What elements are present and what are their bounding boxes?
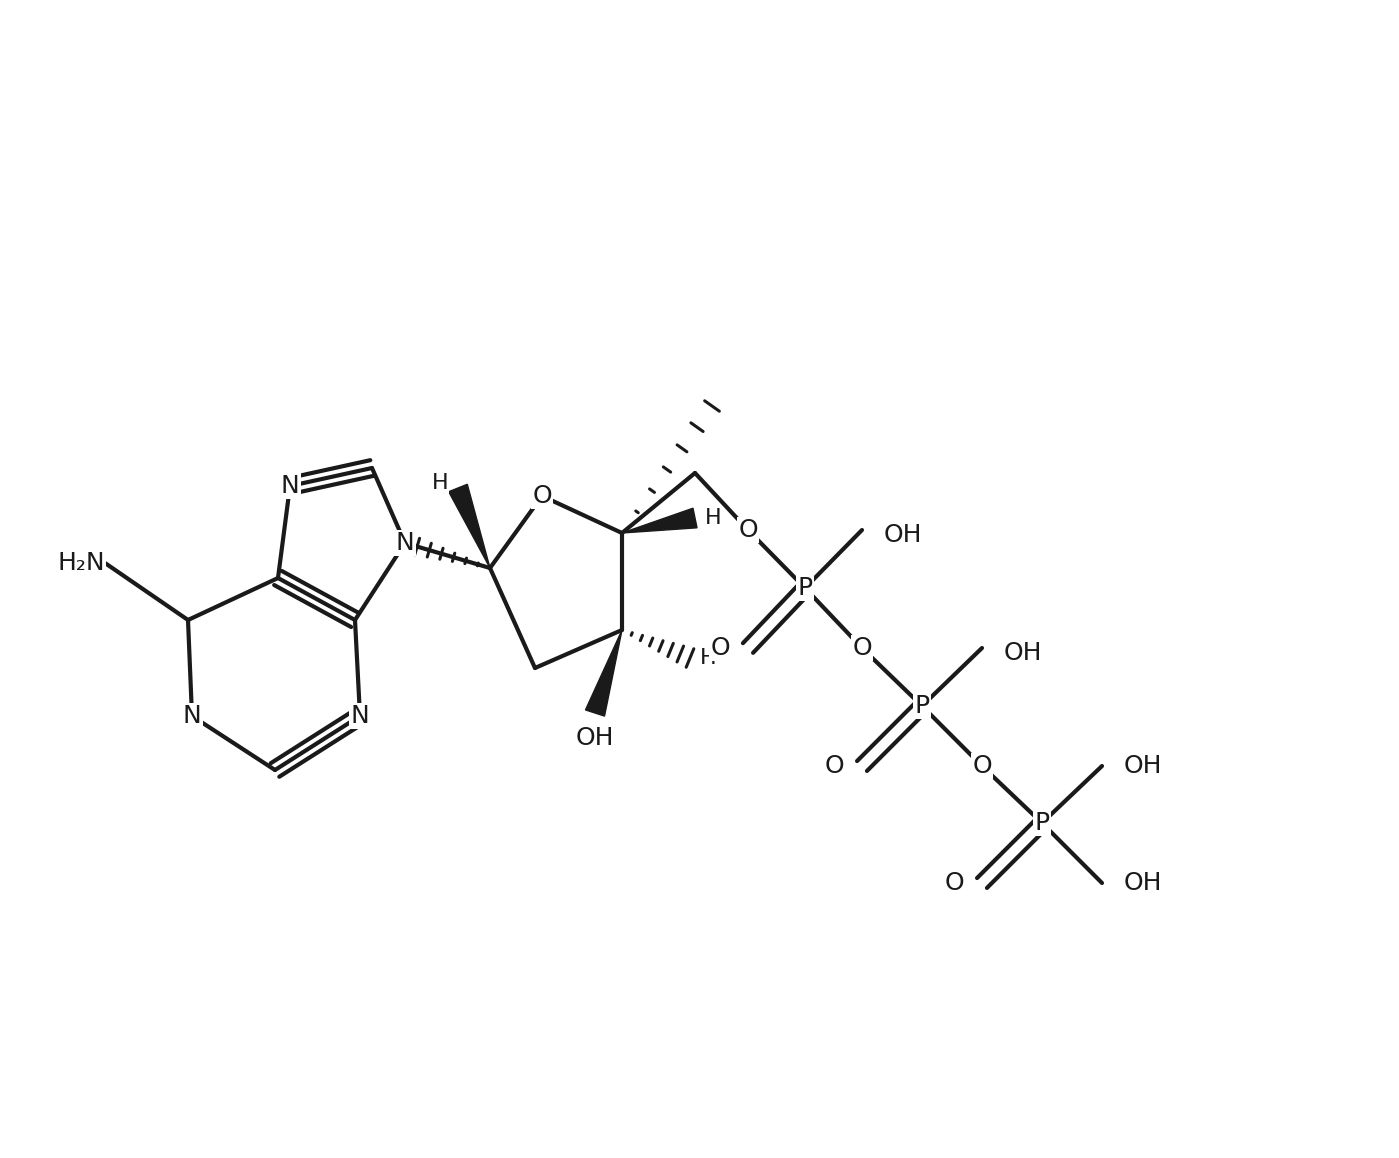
Text: OH: OH	[576, 726, 614, 750]
Text: OH: OH	[1004, 642, 1042, 665]
Text: OH: OH	[1123, 871, 1163, 895]
Polygon shape	[623, 508, 697, 533]
Text: N: N	[396, 532, 414, 555]
Text: O: O	[852, 636, 872, 660]
Text: H: H	[700, 648, 716, 668]
Polygon shape	[449, 484, 490, 569]
Text: H₂N: H₂N	[57, 551, 105, 576]
Text: OH: OH	[884, 523, 922, 547]
Text: OH: OH	[1123, 754, 1163, 778]
Text: O: O	[944, 871, 964, 895]
Text: P: P	[1034, 811, 1049, 835]
Text: P: P	[797, 576, 813, 600]
Text: O: O	[739, 518, 758, 542]
Text: N: N	[281, 474, 299, 498]
Text: H: H	[432, 472, 448, 493]
Text: O: O	[972, 754, 992, 778]
Polygon shape	[586, 630, 623, 716]
Text: O: O	[711, 636, 730, 660]
Text: P: P	[915, 694, 929, 718]
Text: H: H	[705, 508, 722, 528]
Text: N: N	[183, 704, 201, 728]
Text: O: O	[824, 754, 844, 778]
Text: O: O	[532, 484, 551, 508]
Text: N: N	[351, 704, 369, 728]
